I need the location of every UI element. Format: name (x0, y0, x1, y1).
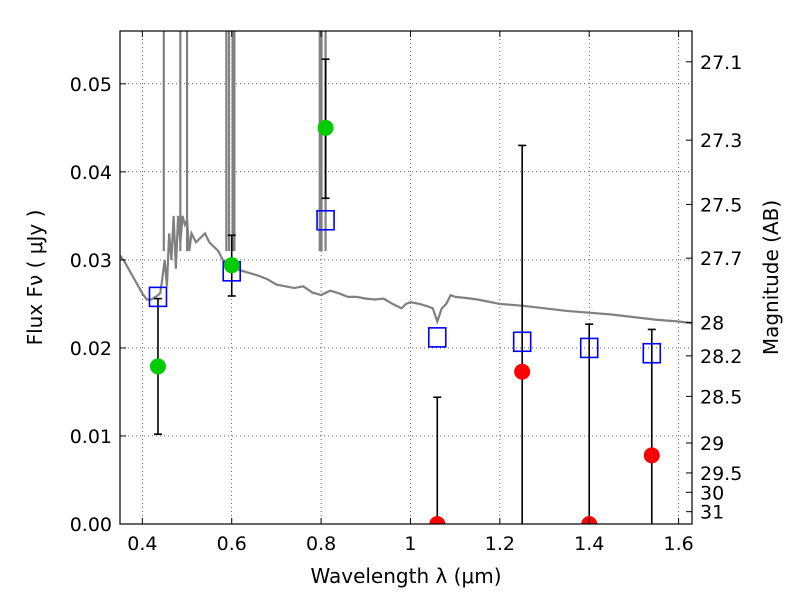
detection-point (149, 358, 166, 375)
y2-tick-label: 27.1 (700, 52, 742, 74)
y-tick-label: 0.04 (70, 162, 112, 184)
x-tick-label: 1.4 (574, 533, 604, 555)
y2-tick-label: 27.3 (700, 130, 742, 152)
series-group (120, 31, 692, 524)
plot-area (120, 31, 692, 524)
y2-tick-label: 29 (700, 433, 724, 455)
y2-tick-label: 27.5 (700, 194, 742, 216)
axes-ticks: 0.4 0.6 0.8 1 1.2 1.4 1.6 0.00 0.01 0.02 0.03 0.04 0… (70, 31, 742, 555)
y-tick-label: 0.05 (70, 74, 112, 96)
y-axis-label: Flux Fν ( μJy ) (23, 210, 47, 346)
model-magnitude-square (642, 342, 662, 364)
model-magnitude-square (512, 331, 532, 353)
model-magnitude-square (427, 327, 447, 348)
y2-tick-label: 28.2 (700, 346, 742, 368)
detection-point (223, 257, 240, 274)
model-magnitude-square (316, 209, 335, 231)
x-tick-label: 0.4 (127, 533, 157, 555)
grid (120, 31, 692, 525)
y2-tick-label: 27.7 (700, 248, 742, 270)
model-magnitude-square (148, 286, 168, 308)
detection-point (317, 119, 334, 136)
x-tick-label: 1 (404, 533, 416, 555)
model-spectrum-line (120, 215, 692, 325)
y2-tick-label: 28.5 (700, 386, 742, 408)
y2-tick-label: 30 (700, 482, 724, 504)
y2-tick-label: 28 (700, 312, 724, 334)
y-tick-label: 0.01 (70, 426, 112, 448)
upper-limit-point (514, 363, 531, 380)
x-tick-label: 1.2 (485, 533, 515, 555)
x-tick-label: 0.8 (306, 533, 336, 555)
x-axis-label: Wavelength λ (μm) (310, 564, 501, 588)
y2-tick-label: 29.5 (700, 463, 742, 485)
y2-axis-label: Magnitude (AB) (759, 200, 783, 355)
upper-limit-point (429, 516, 446, 524)
x-tick-label: 0.6 (217, 533, 247, 555)
model-magnitude-square (579, 337, 599, 359)
y-tick-label: 0.02 (70, 338, 112, 360)
y-tick-label: 0.03 (70, 250, 112, 272)
upper-limit-point (643, 447, 660, 464)
y2-tick-label: 31 (700, 502, 724, 524)
x-tick-label: 1.6 (663, 533, 693, 555)
plot-frame (119, 30, 693, 525)
y-tick-label: 0.00 (70, 514, 112, 536)
